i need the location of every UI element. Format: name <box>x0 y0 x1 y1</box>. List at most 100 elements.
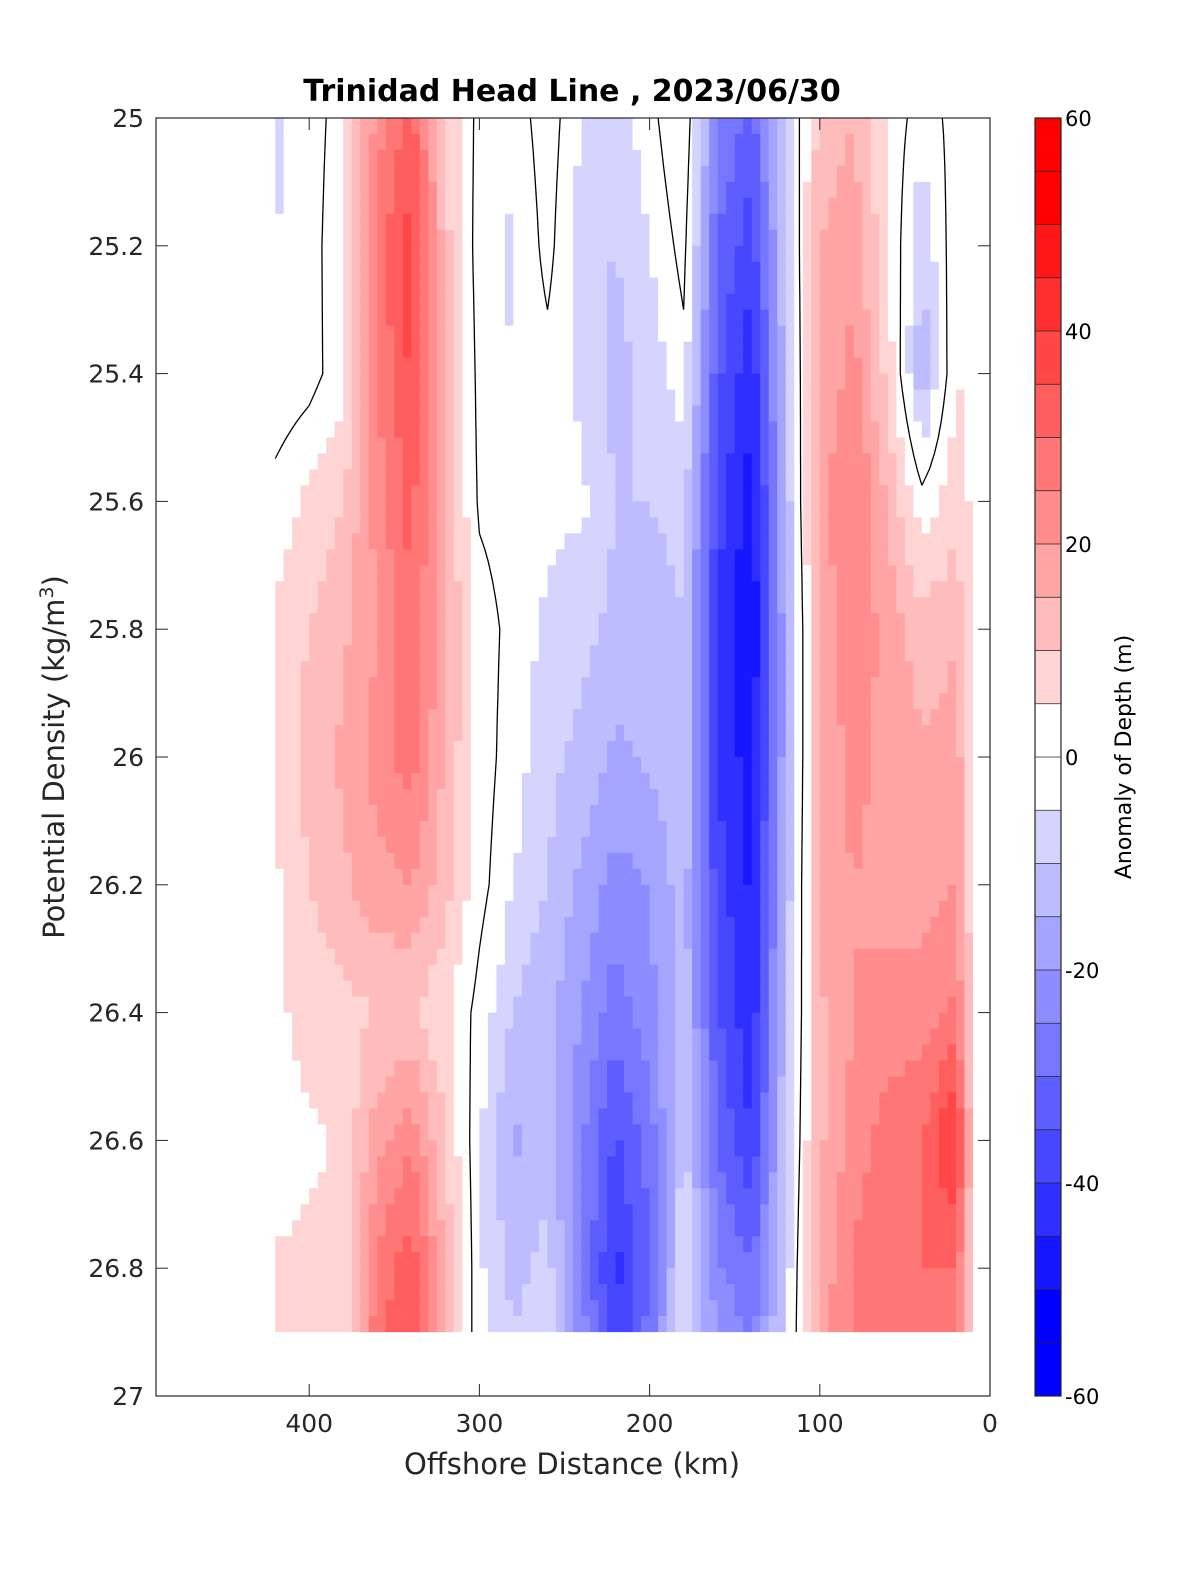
heat-cell <box>836 325 846 343</box>
heat-cell <box>955 916 966 934</box>
heat-cell <box>819 613 829 630</box>
heat-cell <box>292 389 302 407</box>
heat-cell <box>453 772 463 790</box>
heat-cell <box>581 772 591 790</box>
heat-cell <box>743 293 753 311</box>
heat-cell <box>368 996 378 1014</box>
heat-cell <box>368 485 378 502</box>
heat-cell <box>470 788 480 806</box>
heat-cell <box>836 197 846 215</box>
heat-cell <box>453 405 463 423</box>
heat-cell <box>632 916 642 934</box>
heat-cell <box>777 213 787 231</box>
heat-cell <box>547 165 557 183</box>
heat-cell <box>453 709 463 726</box>
heat-cell <box>573 421 583 439</box>
heat-cell <box>794 948 804 966</box>
heat-cell <box>768 788 778 806</box>
heat-cell <box>590 533 600 550</box>
heat-cell <box>368 980 378 998</box>
heat-cell <box>343 980 353 998</box>
heat-cell <box>436 133 446 151</box>
heat-cell <box>496 948 506 966</box>
heat-cell <box>751 1028 761 1046</box>
heat-cell <box>930 437 940 455</box>
heat-cell <box>802 293 812 311</box>
heat-cell <box>385 341 395 359</box>
heat-cell <box>743 916 753 934</box>
heat-cell <box>292 517 302 534</box>
heat-cell <box>496 565 506 582</box>
heat-cell <box>453 565 463 582</box>
heat-cell <box>955 229 966 247</box>
heat-cell <box>768 277 778 295</box>
heat-cell <box>530 868 540 886</box>
heat-cell <box>666 293 676 311</box>
heat-cell <box>573 996 583 1014</box>
heat-cell <box>385 597 395 614</box>
heat-cell <box>819 565 829 582</box>
heat-cell <box>368 964 378 982</box>
heat-cell <box>777 884 787 902</box>
heat-cell <box>870 421 880 439</box>
heat-cell <box>487 261 498 279</box>
heat-cell <box>436 1076 446 1094</box>
heat-cell <box>683 581 693 598</box>
heat-cell <box>538 533 549 550</box>
heat-cell <box>632 213 642 231</box>
heat-cell <box>921 661 932 678</box>
heat-cell <box>904 772 915 790</box>
heat-cell <box>904 165 915 183</box>
heat-cell <box>309 469 319 487</box>
heat-cell <box>598 1076 608 1094</box>
heat-cell <box>853 900 863 918</box>
heat-cell <box>309 613 319 630</box>
heat-cell <box>590 884 600 902</box>
heat-cell <box>938 229 949 247</box>
heat-cell <box>377 1012 387 1030</box>
heat-cell <box>462 1028 472 1046</box>
heat-cell <box>607 1060 617 1078</box>
heat-cell <box>530 948 540 966</box>
heat-cell <box>760 133 770 151</box>
heat-cell <box>530 788 540 806</box>
heat-cell <box>802 804 812 822</box>
heat-cell <box>470 741 480 758</box>
heat-cell <box>555 709 566 726</box>
heat-cell <box>385 932 395 950</box>
heat-cell <box>360 645 370 662</box>
heat-cell <box>402 213 412 231</box>
heat-cell <box>649 852 659 870</box>
heat-cell <box>385 229 395 247</box>
heat-cell <box>470 581 480 598</box>
heat-cell <box>530 405 540 423</box>
heat-cell <box>964 421 973 439</box>
heat-cell <box>436 565 446 582</box>
heat-cell <box>785 661 795 678</box>
heat-cell <box>862 836 872 854</box>
heat-cell <box>581 293 591 311</box>
heat-cell <box>751 357 761 375</box>
heat-cell <box>896 501 906 518</box>
heat-cell <box>428 996 438 1014</box>
heat-cell <box>760 341 770 359</box>
heat-cell <box>845 804 855 822</box>
heat-cell <box>607 725 617 742</box>
heat-cell <box>547 549 557 566</box>
heat-cell <box>445 437 455 455</box>
heat-cell <box>913 565 923 582</box>
heat-cell <box>904 820 915 838</box>
heat-cell <box>377 405 387 423</box>
heat-cell <box>700 501 710 518</box>
heat-cell <box>649 757 659 774</box>
heat-cell <box>768 229 778 247</box>
heat-cell <box>743 453 753 471</box>
heat-cell <box>658 437 668 455</box>
heat-cell <box>309 916 319 934</box>
heat-cell <box>428 581 438 598</box>
heat-cell <box>462 629 472 646</box>
heat-cell <box>734 725 744 742</box>
heat-cell <box>845 213 855 231</box>
heat-cell <box>811 1076 821 1094</box>
heat-cell <box>453 677 463 694</box>
